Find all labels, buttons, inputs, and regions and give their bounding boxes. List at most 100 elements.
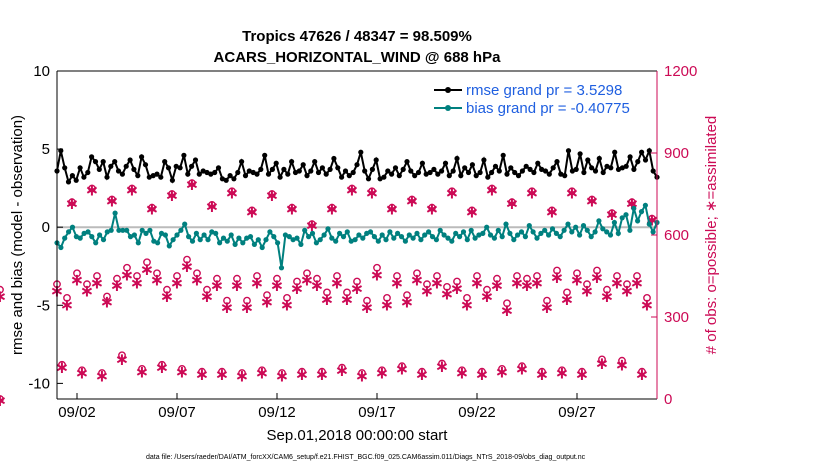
obs-assimilated-point: ∗ xyxy=(470,274,484,294)
rmse-point xyxy=(131,166,137,172)
rmse-point xyxy=(423,171,429,177)
bias-point xyxy=(596,218,602,224)
bias-point xyxy=(267,229,273,235)
rmse-point xyxy=(454,155,460,162)
obs-assimilated-point: ∗ xyxy=(85,181,99,201)
obs-possible-point xyxy=(578,367,586,376)
obs-possible-point xyxy=(488,184,496,193)
rmse-point xyxy=(400,166,406,172)
rmse-point xyxy=(573,166,579,172)
obs-possible-point xyxy=(338,363,346,372)
bias-point xyxy=(309,230,316,236)
bias-point xyxy=(89,234,95,240)
obs-possible-point xyxy=(78,366,86,375)
bias-point xyxy=(584,227,590,233)
obs-possible-point xyxy=(333,272,341,280)
obs-possible-point xyxy=(608,209,616,218)
rmse-point xyxy=(508,165,514,171)
obs-possible-point xyxy=(198,367,206,376)
rmse-point xyxy=(404,159,410,165)
bias-point xyxy=(131,232,137,238)
obs-assimilated-point: ∗ xyxy=(285,200,299,220)
obs-assimilated-point: ∗ xyxy=(560,290,574,310)
obs-assimilated-point: ∗ xyxy=(145,200,159,220)
obs-assimilated-point: ∗ xyxy=(595,354,609,374)
rmse-point xyxy=(585,157,591,163)
obs-assimilated-point: ∗ xyxy=(430,274,444,294)
obs-assimilated-point: ∗ xyxy=(445,183,459,203)
obs-assimilated-point: ∗ xyxy=(535,365,549,385)
obs-assimilated-point: ∗ xyxy=(100,293,114,313)
obs-possible-point xyxy=(373,263,381,272)
bias-point xyxy=(104,229,110,235)
rmse-point xyxy=(58,148,64,154)
obs-assimilated-point: ∗ xyxy=(420,282,434,302)
rmse-series xyxy=(54,147,660,185)
bias-point xyxy=(623,212,629,218)
obs-possible-point xyxy=(133,272,141,280)
bias-point xyxy=(611,219,618,226)
obs-possible-point xyxy=(513,272,521,280)
bias-point xyxy=(402,238,408,244)
bias-point xyxy=(487,232,494,238)
bias-point xyxy=(263,237,269,243)
legend-bias-label: bias grand pr = -0.40775 xyxy=(466,100,630,117)
rmse-point xyxy=(308,168,314,174)
obs-possible-point xyxy=(583,280,591,289)
obs-possible-point xyxy=(493,274,501,283)
bias-series xyxy=(54,202,660,271)
obs-assimilated-point: ∗ xyxy=(525,183,539,203)
obs-assimilated-point: ∗ xyxy=(615,356,629,376)
obs-assimilated-point: ∗ xyxy=(130,274,144,294)
bias-point xyxy=(391,235,397,241)
rmse-point xyxy=(581,169,587,176)
rmse-point xyxy=(327,166,333,172)
rmse-point xyxy=(596,155,602,162)
bias-point xyxy=(561,227,567,233)
bias-point xyxy=(367,229,374,235)
obs-assimilated-point: ∗ xyxy=(435,357,449,377)
rmse-point xyxy=(181,152,187,158)
rmse-point xyxy=(492,163,499,169)
rmse-point xyxy=(519,168,526,174)
rmse-point xyxy=(208,171,214,177)
bias-point xyxy=(580,223,587,229)
bias-point xyxy=(275,240,281,246)
bias-point xyxy=(453,230,459,236)
obs-assimilated-point: ∗ xyxy=(405,192,419,212)
bias-point xyxy=(371,234,377,240)
bias-point xyxy=(236,235,242,241)
rmse-point xyxy=(365,176,372,182)
rmse-point xyxy=(242,173,249,179)
obs-possible-point xyxy=(93,272,101,280)
obs-possible-point xyxy=(358,369,366,377)
obs-assimilated-point: ∗ xyxy=(585,192,599,212)
bias-point xyxy=(414,230,420,236)
obs-possible-point xyxy=(388,203,396,212)
bias-point xyxy=(81,230,87,236)
obs-possible-point xyxy=(288,203,296,212)
obs-assimilated-point: ∗ xyxy=(115,350,129,370)
legend-bias-marker xyxy=(445,105,451,111)
obs-assimilated-point: ∗ xyxy=(155,358,169,378)
obs-possible-point xyxy=(348,184,356,193)
obs-possible-point xyxy=(593,266,601,275)
obs-assimilated-point: ∗ xyxy=(365,183,379,203)
obs-possible-point xyxy=(0,395,4,403)
bias-point xyxy=(348,238,354,244)
rmse-point xyxy=(254,171,260,177)
rmse-point xyxy=(592,168,599,174)
bias-point xyxy=(124,227,130,233)
bias-point xyxy=(143,230,149,236)
obs-assimilated-point: ∗ xyxy=(360,298,374,318)
rmse-point xyxy=(154,171,160,177)
rmse-point xyxy=(350,169,356,176)
bias-point xyxy=(607,232,614,238)
rmse-point xyxy=(635,159,641,165)
right-tick-label: 900 xyxy=(664,145,689,162)
rmse-point xyxy=(608,165,614,171)
bias-point xyxy=(352,237,358,243)
bias-point xyxy=(259,244,265,251)
obs-assimilated-point: ∗ xyxy=(280,295,294,315)
